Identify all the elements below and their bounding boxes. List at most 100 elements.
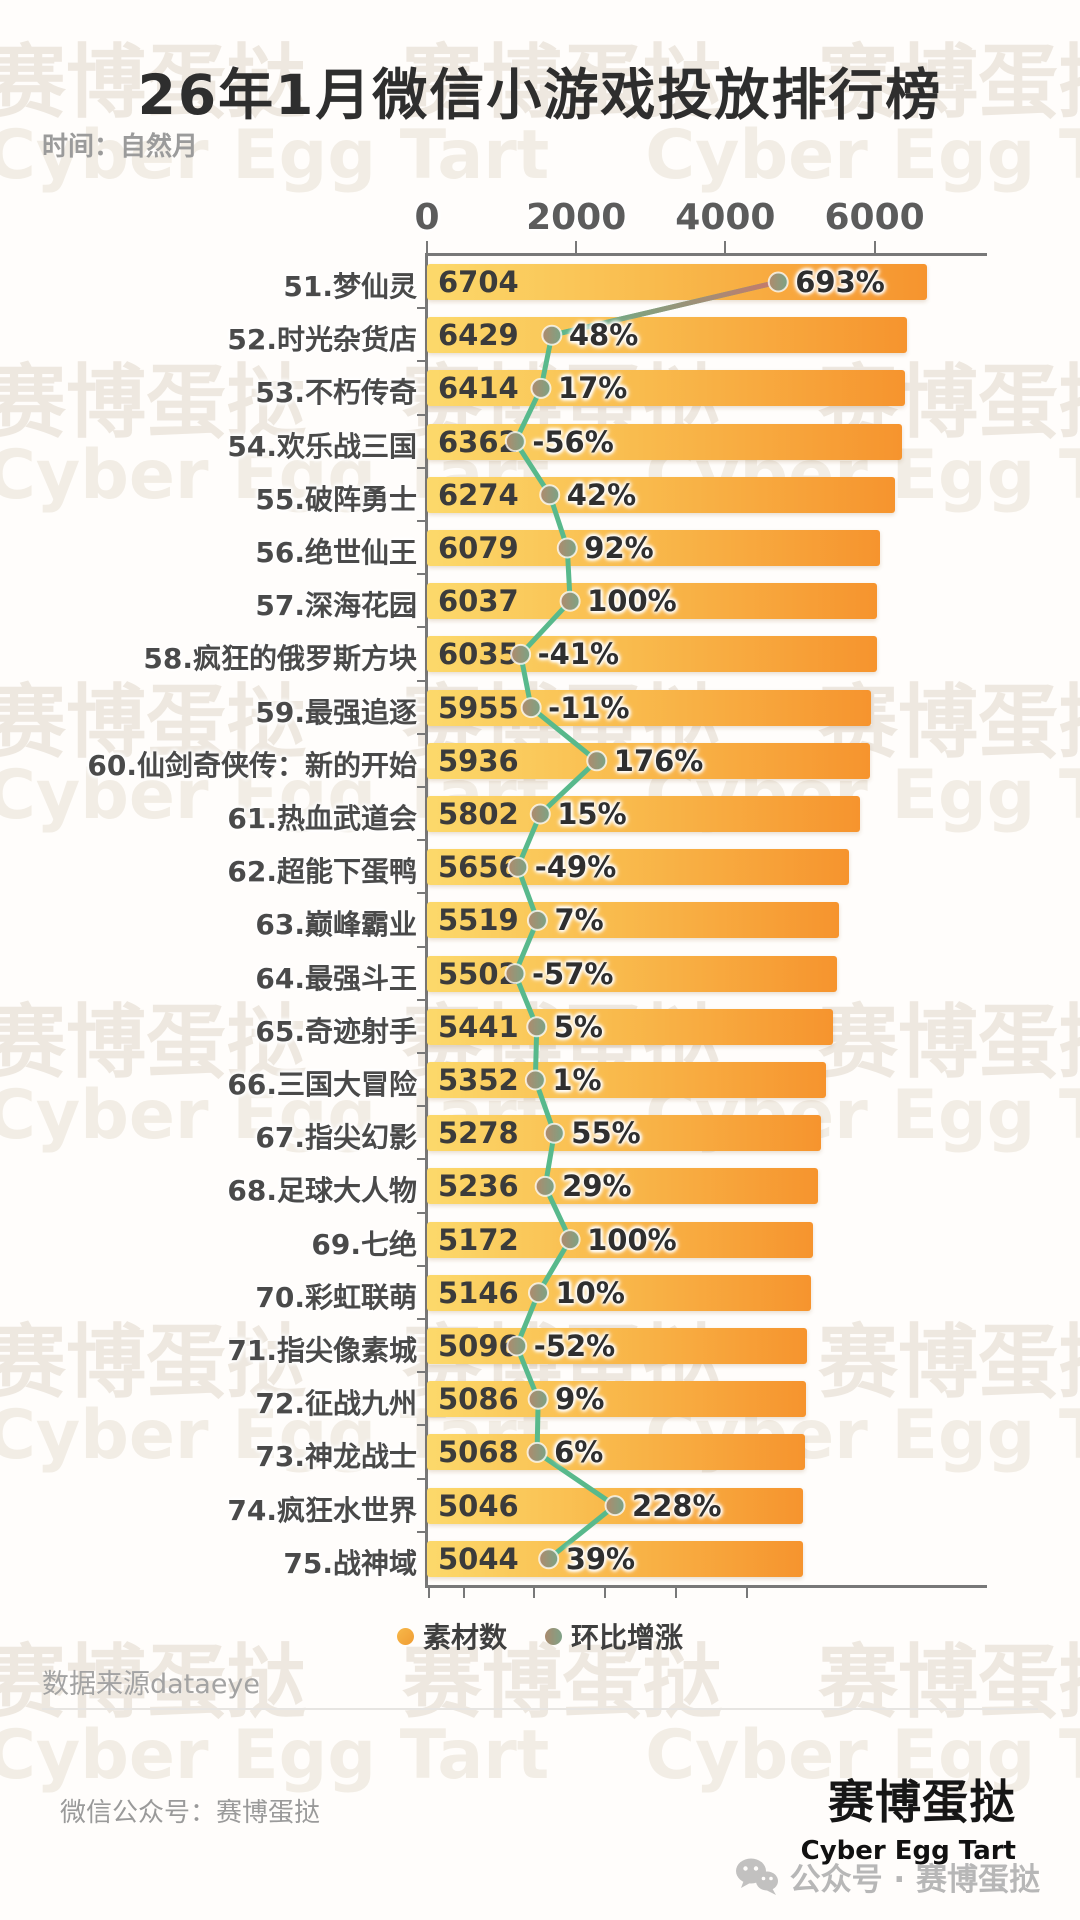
row-label: 64.最强斗王 bbox=[255, 961, 417, 995]
badge-label: 公众号 · 赛博蛋挞 bbox=[789, 1862, 1040, 1898]
row-label: 66.三国大冒险 bbox=[227, 1068, 417, 1101]
y-axis-tick bbox=[417, 945, 425, 948]
growth-percent-label: 29% bbox=[562, 1169, 632, 1204]
growth-percent-label: 17% bbox=[557, 371, 628, 406]
y-axis-tick bbox=[417, 1318, 425, 1320]
x-axis-tick-label: 6000 bbox=[824, 197, 925, 238]
material-bar: 5068 bbox=[427, 1434, 805, 1471]
row-label: 71.指尖像素城 bbox=[227, 1334, 417, 1367]
material-bar: 5086 bbox=[427, 1381, 806, 1418]
material-value: 5441 bbox=[438, 1009, 519, 1044]
y-axis-tick bbox=[417, 520, 425, 522]
growth-percent-label: 100% bbox=[587, 1222, 677, 1257]
material-bar: 5802 bbox=[427, 796, 860, 832]
material-bar: 5441 bbox=[427, 1008, 833, 1045]
y-axis-tick bbox=[417, 1371, 425, 1374]
row-label: 51.梦仙灵 bbox=[283, 270, 417, 303]
x-axis-tick-label: 2000 bbox=[526, 197, 627, 238]
material-value: 6035 bbox=[438, 637, 519, 672]
material-bar: 5955 bbox=[427, 689, 871, 726]
material-value: 5236 bbox=[438, 1169, 519, 1204]
row-label: 73.神龙战士 bbox=[255, 1440, 417, 1474]
wechat-account-line: 微信公众号：赛博蛋挞 bbox=[60, 1798, 321, 1828]
materials-dot-icon bbox=[396, 1627, 414, 1645]
row-label: 69.七绝 bbox=[311, 1227, 417, 1261]
y-axis bbox=[425, 253, 428, 1588]
growth-percent-label: 55% bbox=[571, 1116, 641, 1151]
y-axis-tick bbox=[417, 1530, 425, 1533]
material-value: 6362 bbox=[438, 424, 519, 459]
growth-dot-icon bbox=[545, 1627, 562, 1645]
material-value: 5502 bbox=[438, 956, 519, 991]
x-axis-top bbox=[427, 253, 987, 256]
material-value: 5146 bbox=[438, 1275, 519, 1310]
growth-percent-label: -49% bbox=[534, 850, 617, 885]
row-label: 67.指尖幻影 bbox=[255, 1121, 417, 1155]
x-axis-bottom bbox=[427, 1585, 987, 1588]
growth-percent-label: -11% bbox=[548, 690, 630, 725]
x-axis-minor-tick bbox=[675, 1588, 677, 1598]
brand-name-zh: 赛博蛋挞 bbox=[828, 1775, 1016, 1829]
growth-percent-label: 92% bbox=[584, 531, 654, 565]
row-label: 68.足球大人物 bbox=[227, 1174, 417, 1208]
material-value: 5519 bbox=[438, 903, 519, 938]
footer-divider bbox=[42, 1708, 1038, 1710]
material-value: 5086 bbox=[438, 1382, 519, 1417]
material-value: 5044 bbox=[438, 1541, 519, 1576]
row-label: 52.时光杂货店 bbox=[227, 323, 417, 357]
row-label: 62.超能下蛋鸭 bbox=[227, 855, 417, 889]
material-bar: 5046 bbox=[427, 1487, 803, 1524]
material-bar: 6414 bbox=[427, 370, 905, 407]
y-axis-tick bbox=[417, 1264, 425, 1267]
material-value: 6414 bbox=[438, 371, 519, 406]
row-label: 75.战神域 bbox=[283, 1546, 417, 1580]
row-label: 53.不朽传奇 bbox=[255, 376, 417, 410]
y-axis-tick bbox=[417, 1211, 425, 1214]
y-axis-tick bbox=[417, 466, 425, 469]
x-axis-minor-tick bbox=[463, 1588, 465, 1598]
growth-percent-label: 39% bbox=[565, 1541, 636, 1576]
legend-item-growth: 环比增涨 bbox=[545, 1616, 683, 1656]
row-label: 56.绝世仙王 bbox=[255, 536, 417, 569]
material-value: 6079 bbox=[438, 531, 519, 565]
y-axis-tick bbox=[417, 892, 425, 895]
y-axis-tick bbox=[417, 1105, 425, 1108]
x-axis-tick bbox=[873, 241, 876, 253]
legend-label: 环比增涨 bbox=[571, 1621, 684, 1654]
x-axis-minor-tick bbox=[746, 1588, 748, 1598]
material-value: 5936 bbox=[438, 743, 519, 778]
row-label: 72.征战九州 bbox=[255, 1387, 417, 1421]
y-axis-tick bbox=[417, 1424, 425, 1427]
page-title: 26年1月微信小游戏投放排行榜 bbox=[137, 63, 943, 127]
row-label: 63.巅峰霸业 bbox=[255, 908, 417, 942]
material-value: 5172 bbox=[438, 1222, 519, 1257]
y-axis-tick bbox=[417, 732, 425, 735]
growth-percent-label: 42% bbox=[566, 477, 637, 512]
growth-percent-label: 9% bbox=[555, 1382, 605, 1417]
growth-percent-label: -57% bbox=[531, 956, 614, 991]
brand-name-en: Cyber Egg Tart bbox=[800, 1836, 1016, 1866]
material-value: 5068 bbox=[438, 1435, 519, 1470]
y-axis-tick bbox=[417, 998, 425, 1001]
material-bar: 6429 bbox=[427, 317, 907, 354]
row-label: 58.疯狂的俄罗斯方块 bbox=[143, 642, 417, 676]
brand-block: 赛博蛋挞 Cyber Egg Tart bbox=[801, 1766, 1016, 1866]
growth-percent-label: 6% bbox=[554, 1435, 604, 1470]
x-axis-minor-tick bbox=[533, 1588, 535, 1598]
material-bar: 5519 bbox=[427, 902, 839, 939]
material-bar: 5656 bbox=[427, 849, 849, 886]
time-period-label: 时间：自然月 bbox=[42, 132, 199, 162]
data-source-note: 数据来源dataeye bbox=[42, 1669, 261, 1700]
y-axis-tick bbox=[417, 1477, 425, 1480]
row-label: 54.欢乐战三国 bbox=[227, 429, 417, 463]
wechat-badge: 公众号 · 赛博蛋挞 bbox=[734, 1854, 1040, 1899]
material-bar: 5502 bbox=[427, 955, 837, 992]
legend-item-materials: 素材数 bbox=[396, 1616, 507, 1656]
growth-percent-label: 100% bbox=[587, 584, 677, 619]
material-bar: 5096 bbox=[427, 1328, 807, 1364]
x-axis-tick bbox=[724, 241, 727, 253]
material-bar: 6035 bbox=[427, 636, 877, 673]
material-value: 6429 bbox=[438, 318, 519, 353]
y-axis-tick bbox=[417, 679, 425, 682]
row-label: 70.彩虹联萌 bbox=[255, 1280, 417, 1314]
